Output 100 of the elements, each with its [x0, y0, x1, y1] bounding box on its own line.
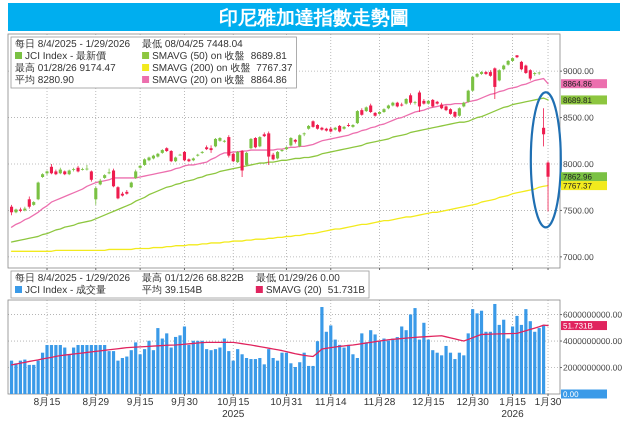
text: 8689.81 — [250, 51, 287, 62]
annotation: 8689.81 — [563, 96, 592, 105]
y-tick-label: 9000.00 — [563, 66, 594, 76]
legend-label: SMAVG (20) — [266, 285, 322, 296]
candlestick — [542, 108, 546, 147]
candlestick — [249, 138, 253, 150]
candlestick — [369, 103, 372, 114]
annotation: 平均 8280.90 — [15, 74, 74, 86]
y-tick-label: 8000.00 — [563, 159, 594, 169]
candlestick — [236, 150, 240, 164]
annotation: 每日 8/4/2025 - 1/29/2026 — [15, 38, 131, 50]
bar — [147, 340, 151, 394]
bar — [182, 326, 186, 394]
candlestick — [72, 167, 76, 172]
x-tick-label: 8月29 — [82, 397, 110, 408]
candlestick — [493, 67, 496, 100]
x-tick-label: 8月15 — [34, 397, 61, 408]
legend-label: JCI Index - 成交量 — [25, 284, 106, 296]
candlestick — [182, 150, 186, 162]
bar — [244, 358, 248, 394]
bar — [346, 344, 350, 394]
candlestick — [134, 169, 138, 180]
legend-label: SMAVG (200) on 收盤 — [152, 62, 250, 74]
y-tick-label: 2000000000.00 — [563, 362, 622, 373]
x-tick-label: 11月28 — [364, 397, 396, 408]
bar — [444, 346, 448, 394]
bar — [214, 349, 218, 394]
bar — [14, 363, 18, 394]
bar — [50, 345, 54, 394]
candlestick — [10, 204, 14, 216]
bar — [209, 350, 213, 394]
line-series — [10, 324, 549, 366]
candlestick — [356, 110, 359, 124]
candlestick — [18, 207, 22, 213]
candlestick — [258, 136, 262, 148]
line-series — [10, 97, 549, 243]
text: 51.731B — [328, 285, 366, 296]
bar — [76, 345, 80, 394]
x-tick-label: 1月30 — [534, 397, 562, 408]
bar — [386, 340, 390, 394]
candlestick — [112, 168, 116, 188]
text: 最低 01/29/26 0.00 — [256, 273, 340, 284]
text: 平均 39.154B — [142, 285, 202, 296]
x-tick-label: 9月30 — [171, 397, 198, 408]
annotation: 最低 08/04/25 7448.04 — [142, 39, 244, 50]
legend-label: SMAVG (50) on 收盤 — [152, 50, 245, 62]
x-tick-label: 1月15 2026 — [499, 397, 526, 420]
candlestick — [466, 89, 470, 104]
y-tick-label: 4000000000.00 — [563, 336, 622, 346]
legend-label: JCI Index - 最新價 — [25, 50, 106, 62]
candlestick — [289, 136, 292, 147]
bar — [112, 351, 116, 394]
candlestick — [90, 170, 93, 182]
candlestick — [298, 134, 302, 148]
x-tick-label: 10月15 2025 — [217, 397, 250, 420]
annotation: 8864.86 — [563, 80, 592, 89]
annotation: 0.00 — [563, 390, 580, 399]
candlestick — [458, 106, 461, 118]
text: 8864.86 — [250, 75, 287, 86]
annotation: 7767.37 — [563, 182, 592, 191]
bar — [80, 345, 84, 394]
candlestick — [170, 150, 173, 163]
bar — [342, 348, 346, 394]
bar — [18, 360, 22, 394]
x-tick-label: 11月14 — [315, 397, 347, 408]
y-tick-label: 8500.00 — [563, 112, 594, 123]
bar — [85, 345, 89, 394]
legend-label: SMAVG (20) on 收盤 — [152, 74, 245, 86]
candlestick — [244, 152, 248, 166]
candlestick — [214, 138, 218, 148]
candlestick — [254, 136, 257, 149]
candlestick — [346, 122, 350, 128]
candlestick — [240, 150, 244, 178]
bar — [413, 308, 417, 394]
x-tick-label: 12月15 — [412, 397, 445, 408]
x-tick-label: 9月15 — [126, 397, 154, 408]
bar — [475, 313, 479, 394]
annotation: 7862.96 — [563, 172, 592, 182]
candlestick — [108, 168, 111, 175]
candlestick — [546, 160, 550, 212]
candlestick — [409, 93, 412, 105]
candlestick — [36, 181, 40, 201]
chart-title: 印尼雅加達指數走勢圖 — [219, 7, 409, 29]
text: 7767.37 — [256, 63, 292, 74]
candlestick — [528, 68, 532, 81]
candlestick — [28, 196, 31, 209]
bar — [480, 310, 484, 394]
candlestick — [498, 68, 501, 82]
annotation: 51.731B — [563, 322, 593, 331]
candlestick — [85, 164, 88, 171]
y-tick-label: 7000.00 — [563, 252, 594, 262]
bar — [284, 352, 288, 394]
bar — [45, 345, 49, 394]
bar — [10, 360, 14, 394]
y-tick-label: 7500.00 — [563, 205, 594, 216]
candlestick — [116, 186, 120, 200]
annotation: 最高 01/28/26 9174.47 — [15, 62, 116, 74]
candlestick — [471, 75, 474, 92]
text: 每日 8/4/2025 - 1/29/2026 — [15, 273, 130, 284]
line-series — [10, 184, 549, 252]
